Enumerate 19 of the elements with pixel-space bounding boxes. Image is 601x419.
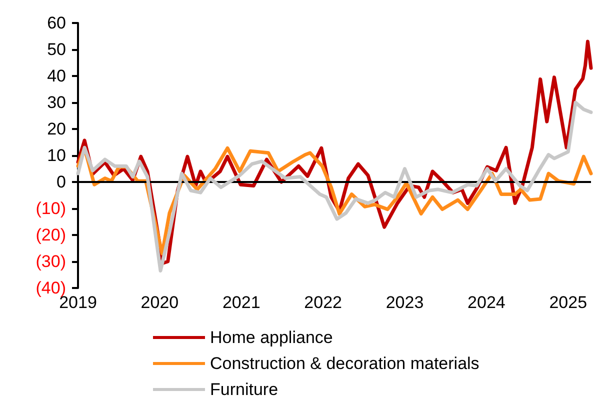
y-tick-label: 0 [56, 172, 66, 192]
y-tick-label: 50 [47, 40, 66, 59]
x-tick-label: 2022 [304, 293, 342, 312]
y-tick-label: 60 [47, 14, 66, 32]
x-tick-label: 2021 [222, 293, 260, 312]
legend-label: Furniture [210, 380, 278, 399]
legend-label: Construction & decoration materials [210, 354, 480, 373]
y-tick-label: (20) [36, 226, 66, 244]
y-tick-label: 30 [47, 93, 66, 112]
x-tick-label: 2020 [140, 293, 179, 312]
x-tick-label: 2023 [386, 293, 424, 312]
legend-label: Home appliance [210, 328, 333, 347]
x-tick-label: 2024 [468, 293, 506, 312]
x-tick-label: 2025 [549, 293, 588, 312]
y-tick-label: 40 [47, 66, 66, 86]
y-tick-label: (30) [36, 252, 66, 271]
y-tick-label: (10) [36, 199, 66, 218]
y-tick-label: 20 [47, 120, 66, 138]
y-tick-label: 10 [47, 146, 66, 165]
